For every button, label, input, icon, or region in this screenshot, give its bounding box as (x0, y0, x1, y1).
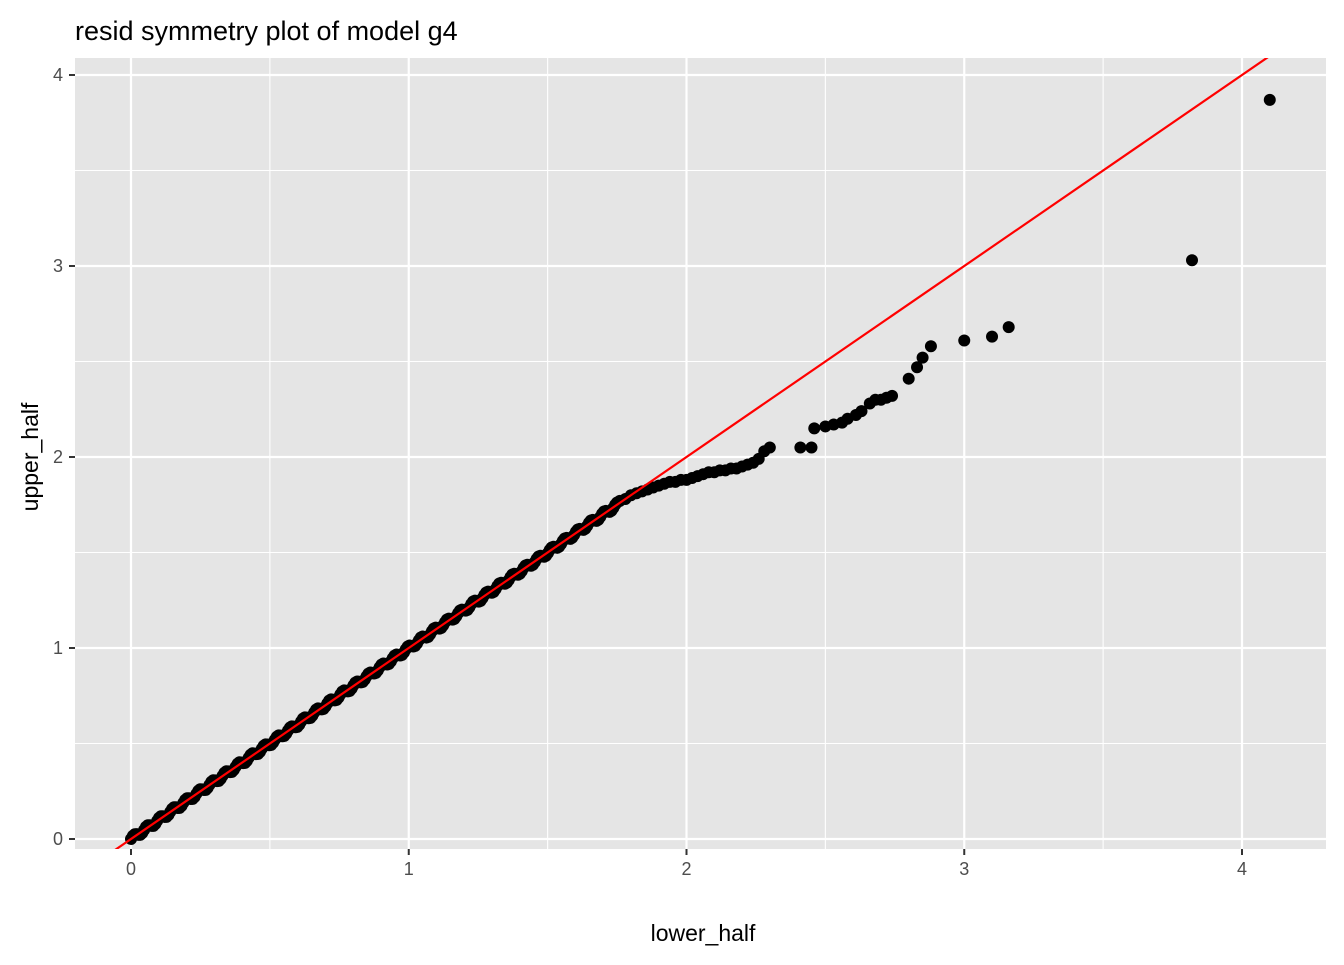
minor-gridlines (75, 58, 1326, 849)
reference-line (114, 58, 1269, 849)
y-tick-label: 1 (53, 638, 63, 658)
data-point (1002, 321, 1015, 334)
y-tick-label: 0 (53, 829, 63, 849)
y-tick-label: 3 (53, 256, 63, 276)
data-point (1263, 93, 1276, 106)
y-axis-label: upper_half (17, 402, 43, 511)
data-point (1186, 254, 1199, 267)
data-point (808, 422, 821, 435)
y-tick-label: 4 (53, 65, 63, 85)
data-point (916, 351, 929, 364)
x-tick-label: 4 (1237, 859, 1247, 879)
y-axis: 0 1 2 3 4 (53, 65, 75, 849)
data-point (958, 334, 971, 347)
data-point (855, 405, 868, 418)
major-gridlines (75, 58, 1326, 849)
x-axis-label: lower_half (651, 920, 756, 946)
data-point (924, 340, 937, 353)
data-point (986, 330, 999, 343)
data-point (763, 441, 776, 454)
x-tick-label: 0 (126, 859, 136, 879)
x-tick-label: 1 (404, 859, 414, 879)
chart-title: resid symmetry plot of model g4 (75, 16, 458, 46)
data-point (794, 441, 807, 454)
x-tick-label: 3 (959, 859, 969, 879)
plot-panel (75, 58, 1326, 849)
data-point (886, 389, 899, 402)
x-axis: 0 1 2 3 4 (126, 849, 1247, 879)
y-tick-label: 2 (53, 447, 63, 467)
reference-line-layer (114, 58, 1269, 849)
data-point (911, 361, 924, 374)
data-point (902, 372, 915, 385)
x-tick-label: 2 (681, 859, 691, 879)
data-point (805, 441, 818, 454)
